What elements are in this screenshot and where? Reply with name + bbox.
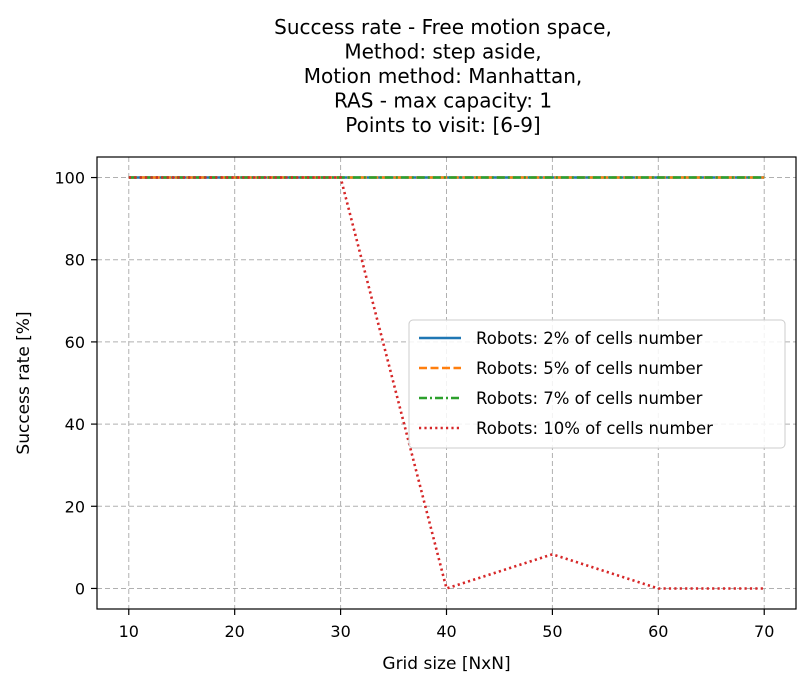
y-tick-label: 60 xyxy=(65,333,85,352)
legend: Robots: 2% of cells number Robots: 5% of … xyxy=(408,319,786,449)
x-axis-label: Grid size [NxN] xyxy=(382,654,510,674)
x-tick-label: 50 xyxy=(542,622,562,641)
series-line-4 xyxy=(128,176,765,591)
title-line-3: RAS - max capacity: 1 xyxy=(334,89,552,113)
y-tick-label: 80 xyxy=(65,251,85,270)
legend-label-2: Robots: 5% of cells number xyxy=(476,359,703,378)
y-tick-label: 100 xyxy=(54,169,85,188)
x-tick-label: 20 xyxy=(225,622,245,641)
x-axis-ticks: 10 20 30 40 50 60 70 xyxy=(119,609,774,641)
legend-box xyxy=(408,319,786,449)
title-line-4: Points to visit: [6-9] xyxy=(345,113,540,137)
y-tick-label: 0 xyxy=(75,579,85,598)
x-tick-label: 60 xyxy=(648,622,668,641)
title-line-1: Method: step aside, xyxy=(344,40,541,64)
legend-label-4: Robots: 10% of cells number xyxy=(476,419,713,438)
x-tick-label: 10 xyxy=(119,622,139,641)
title-line-0: Success rate - Free motion space, xyxy=(274,15,612,39)
chart-title: Success rate - Free motion space,Method:… xyxy=(274,15,612,137)
y-axis-label: Success rate [%] xyxy=(14,311,34,454)
y-tick-label: 40 xyxy=(65,415,85,434)
y-axis-ticks: 0 20 40 60 80 100 xyxy=(54,169,97,598)
series-lines xyxy=(128,176,765,591)
x-tick-label: 40 xyxy=(436,622,456,641)
x-tick-label: 30 xyxy=(330,622,350,641)
title-line-2: Motion method: Manhattan, xyxy=(304,64,583,88)
y-tick-label: 20 xyxy=(65,497,85,516)
x-tick-label: 70 xyxy=(754,622,774,641)
legend-label-1: Robots: 2% of cells number xyxy=(476,329,703,348)
legend-label-3: Robots: 7% of cells number xyxy=(476,389,703,408)
